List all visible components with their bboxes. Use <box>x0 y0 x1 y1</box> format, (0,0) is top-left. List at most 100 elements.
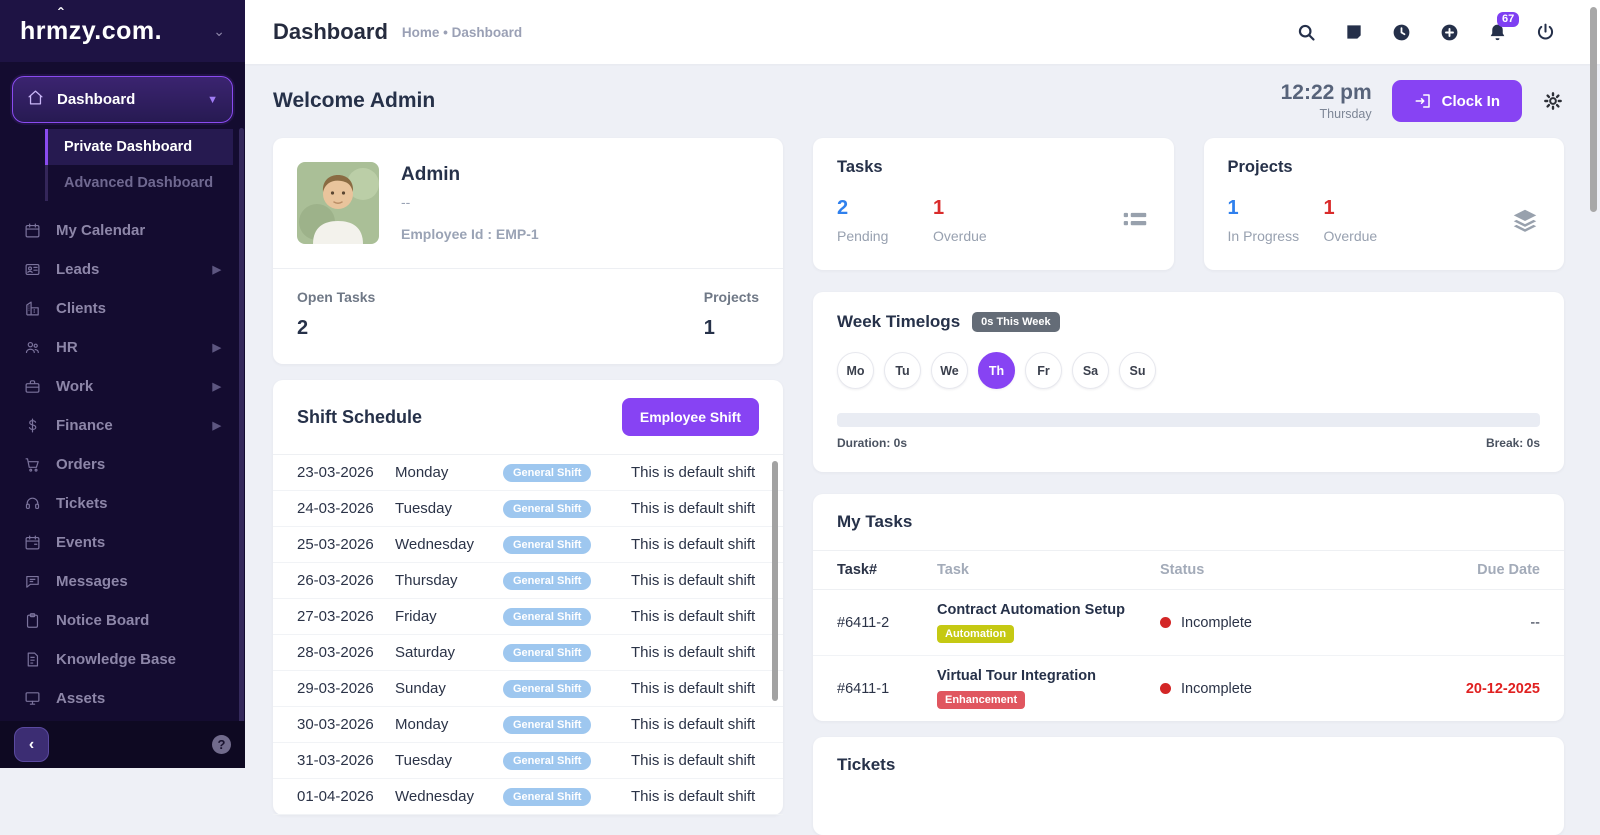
shift-badge-cell: General Shift <box>503 607 631 626</box>
day-circle-we[interactable]: We <box>931 352 968 389</box>
shift-date: 01-04-2026 <box>273 788 395 805</box>
tasks-overdue-value: 1 <box>933 197 1029 220</box>
page-scrollbar-thumb[interactable] <box>1590 7 1597 212</box>
shift-note: This is default shift <box>631 500 783 517</box>
note-icon[interactable] <box>1344 22 1364 42</box>
calendar-icon <box>24 534 42 551</box>
sidebar-item-private-dashboard[interactable]: Private Dashboard <box>45 129 233 165</box>
sidebar-item-knowledge-base[interactable]: Knowledge Base <box>12 640 233 679</box>
calendar-icon <box>24 222 42 239</box>
day-circle-th[interactable]: Th <box>978 352 1015 389</box>
projects-card-title: Projects <box>1228 158 1541 177</box>
sidebar-item-hr[interactable]: HR ▶ <box>12 328 233 367</box>
sidebar-item-tickets[interactable]: Tickets <box>12 484 233 523</box>
sidebar-item-notice-board[interactable]: Notice Board <box>12 601 233 640</box>
shift-date: 27-03-2026 <box>273 608 395 625</box>
clock-in-button[interactable]: Clock In <box>1392 80 1522 122</box>
tasks-overdue-stat: 1 Overdue <box>933 197 1029 244</box>
briefcase-icon <box>24 378 42 395</box>
shift-badge-cell: General Shift <box>503 751 631 770</box>
status-text: Incomplete <box>1181 681 1252 697</box>
tasks-card-title: Tasks <box>837 158 1150 177</box>
day-circle-tu[interactable]: Tu <box>884 352 921 389</box>
shift-note: This is default shift <box>631 536 783 553</box>
plus-icon[interactable] <box>1439 22 1460 43</box>
chat-icon <box>24 573 42 590</box>
shift-badge: General Shift <box>503 644 591 662</box>
projects-overdue-label: Overdue <box>1324 228 1420 244</box>
gear-icon[interactable] <box>1542 90 1564 112</box>
chevron-right-icon: ▶ <box>213 341 221 354</box>
status-dot <box>1160 683 1171 694</box>
page-scrollbar-track[interactable] <box>1588 0 1598 768</box>
clock-icon[interactable] <box>1391 22 1412 43</box>
sidebar-item-dashboard[interactable]: Dashboard ▼ <box>12 76 233 123</box>
employee-shift-button[interactable]: Employee Shift <box>622 398 759 436</box>
day-circle-sa[interactable]: Sa <box>1072 352 1109 389</box>
sidebar-item-advanced-dashboard[interactable]: Advanced Dashboard <box>48 165 233 201</box>
day-circle-su[interactable]: Su <box>1119 352 1156 389</box>
shift-table-scrollbar[interactable] <box>772 461 778 701</box>
sidebar-item-events[interactable]: Events <box>12 523 233 562</box>
clock-in-label: Clock In <box>1442 93 1500 110</box>
sidebar-item-orders[interactable]: Orders <box>12 445 233 484</box>
sidebar-item-assets[interactable]: Assets <box>12 679 233 718</box>
sidebar-collapse-button[interactable]: ‹ <box>14 727 49 762</box>
chevron-right-icon: ▶ <box>213 263 221 276</box>
layers-icon <box>1510 206 1540 236</box>
shift-badge: General Shift <box>503 464 591 482</box>
sidebar-item-finance[interactable]: Finance ▶ <box>12 406 233 445</box>
shift-badge-cell: General Shift <box>503 643 631 662</box>
tickets-card: Tickets <box>813 737 1564 835</box>
sidebar-item-label: Work <box>56 378 93 395</box>
tasks-overdue-label: Overdue <box>933 228 1029 244</box>
sidebar-scrollbar[interactable] <box>239 128 244 721</box>
pending-label: Pending <box>837 228 933 244</box>
sidebar-item-label: Leads <box>56 261 99 278</box>
sidebar-item-label: Orders <box>56 456 105 473</box>
help-icon[interactable]: ? <box>212 735 231 754</box>
profile-top: Admin -- Employee Id : EMP-1 <box>273 138 783 268</box>
sidebar-item-label: Notice Board <box>56 612 149 629</box>
sidebar-item-clients[interactable]: Clients <box>12 289 233 328</box>
sidebar-item-leads[interactable]: Leads ▶ <box>12 250 233 289</box>
shift-badge-cell: General Shift <box>503 571 631 590</box>
profile-designation: -- <box>401 194 539 210</box>
power-icon[interactable] <box>1535 22 1556 43</box>
breadcrumb: Home • Dashboard <box>402 25 522 40</box>
sidebar-footer: ‹ ? <box>0 721 245 768</box>
sidebar: hrmzy.com.ˆ ⌄ Dashboard ▼ Private Dashbo… <box>0 0 245 768</box>
right-column: Tasks 2 Pending 1 Overdue Pro <box>813 138 1564 835</box>
sidebar-item-label: Finance <box>56 417 113 434</box>
task-name[interactable]: Contract Automation Setup <box>937 602 1160 618</box>
break-label: Break: 0s <box>1486 436 1540 450</box>
shift-day: Saturday <box>395 644 503 661</box>
shift-schedule-header: Shift Schedule Employee Shift <box>273 380 783 454</box>
bell-icon[interactable]: 67 <box>1487 22 1508 43</box>
sidebar-item-label: HR <box>56 339 78 356</box>
task-name[interactable]: Virtual Tour Integration <box>937 668 1160 684</box>
welcome-actions: 12:22 pm Thursday Clock In <box>1281 80 1564 122</box>
app-logo: hrmzy.com.ˆ <box>20 17 162 46</box>
shift-schedule-card: Shift Schedule Employee Shift 23-03-2026… <box>273 380 783 815</box>
shift-day: Thursday <box>395 572 503 589</box>
day-circle-fr[interactable]: Fr <box>1025 352 1062 389</box>
tasks-card-stats: 2 Pending 1 Overdue <box>837 197 1150 244</box>
search-icon[interactable] <box>1296 22 1317 43</box>
sidebar-item-my-calendar[interactable]: My Calendar <box>12 211 233 250</box>
shift-note: This is default shift <box>631 644 783 661</box>
sidebar-item-work[interactable]: Work ▶ <box>12 367 233 406</box>
day-circle-mo[interactable]: Mo <box>837 352 874 389</box>
in-progress-stat: 1 In Progress <box>1228 197 1324 244</box>
sidebar-item-messages[interactable]: Messages <box>12 562 233 601</box>
main-content: Welcome Admin 12:22 pm Thursday Clock In <box>245 64 1600 768</box>
task-tag: Enhancement <box>937 691 1025 709</box>
task-row: #6411-1 Virtual Tour Integration Enhance… <box>813 656 1564 721</box>
shift-badge: General Shift <box>503 572 591 590</box>
sidebar-collapse-chevron-icon[interactable]: ⌄ <box>213 23 225 40</box>
my-tasks-table-header: Task# Task Status Due Date <box>813 550 1564 590</box>
